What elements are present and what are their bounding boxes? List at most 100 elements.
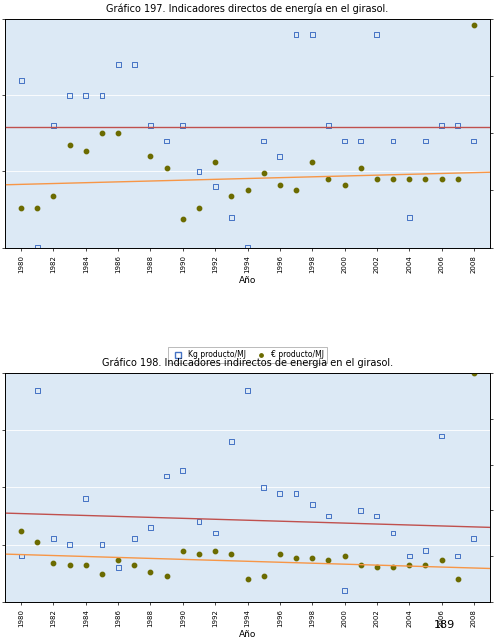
Point	[17, 525, 25, 536]
Point	[50, 534, 57, 544]
Point	[195, 548, 203, 559]
Point	[227, 212, 235, 222]
Point	[324, 556, 332, 566]
Point	[33, 243, 41, 253]
Point	[389, 174, 397, 184]
Point	[50, 557, 57, 568]
Point	[163, 572, 171, 582]
Point	[405, 551, 413, 561]
Point	[341, 585, 348, 595]
Point	[211, 546, 219, 556]
Point	[341, 180, 348, 190]
Point	[470, 136, 478, 146]
Point	[389, 528, 397, 538]
Point	[50, 121, 57, 131]
Point	[438, 174, 446, 184]
Point	[373, 511, 381, 521]
Point	[357, 136, 365, 146]
Point	[292, 186, 300, 196]
Point	[195, 166, 203, 177]
Point	[470, 20, 478, 30]
Point	[454, 174, 462, 184]
Point	[130, 60, 138, 70]
Point	[66, 90, 74, 100]
Point	[308, 157, 316, 167]
Text: 189: 189	[434, 620, 455, 630]
Point	[260, 572, 268, 582]
Point	[82, 493, 90, 504]
Point	[292, 553, 300, 563]
Point	[17, 202, 25, 212]
Point	[114, 562, 122, 572]
Point	[357, 163, 365, 173]
Point	[405, 174, 413, 184]
Point	[163, 136, 171, 146]
Point	[276, 180, 284, 190]
Point	[163, 471, 171, 481]
Point	[244, 243, 251, 253]
Point	[179, 121, 187, 131]
Point	[292, 29, 300, 40]
Point	[454, 121, 462, 131]
Point	[17, 75, 25, 85]
Point	[114, 128, 122, 138]
Point	[405, 212, 413, 222]
Point	[82, 560, 90, 570]
Point	[114, 556, 122, 566]
Point	[211, 182, 219, 192]
Point	[470, 534, 478, 544]
Point	[66, 140, 74, 150]
Point	[147, 522, 154, 532]
Point	[389, 562, 397, 572]
Point	[147, 121, 154, 131]
Point	[114, 60, 122, 70]
Point	[438, 121, 446, 131]
Point	[260, 136, 268, 146]
Point	[211, 528, 219, 538]
Point	[324, 174, 332, 184]
Point	[98, 569, 106, 579]
Point	[324, 121, 332, 131]
Point	[211, 157, 219, 167]
Point	[17, 551, 25, 561]
Point	[292, 488, 300, 498]
Point	[179, 214, 187, 224]
Point	[324, 511, 332, 521]
Point	[227, 548, 235, 559]
Point	[389, 136, 397, 146]
Title: Gráfico 197. Indicadores directos de energía en el girasol.: Gráfico 197. Indicadores directos de ene…	[106, 4, 389, 14]
Point	[82, 145, 90, 156]
Point	[421, 545, 429, 556]
X-axis label: Año: Año	[239, 630, 256, 639]
Point	[421, 174, 429, 184]
Point	[179, 546, 187, 556]
Point	[244, 186, 251, 196]
Point	[179, 465, 187, 476]
Point	[308, 499, 316, 509]
Point	[276, 488, 284, 498]
Point	[357, 505, 365, 515]
Point	[308, 29, 316, 40]
Point	[373, 29, 381, 40]
Point	[421, 136, 429, 146]
Point	[244, 573, 251, 584]
Point	[50, 191, 57, 202]
Point	[470, 368, 478, 378]
Point	[341, 551, 348, 561]
Point	[82, 90, 90, 100]
Point	[33, 202, 41, 212]
Point	[98, 128, 106, 138]
Point	[357, 560, 365, 570]
Point	[276, 151, 284, 161]
Point	[195, 202, 203, 212]
Point	[341, 136, 348, 146]
Point	[276, 548, 284, 559]
Point	[195, 516, 203, 527]
Point	[454, 551, 462, 561]
Point	[454, 573, 462, 584]
Point	[163, 163, 171, 173]
Point	[147, 567, 154, 577]
Point	[66, 540, 74, 550]
Point	[438, 431, 446, 441]
Point	[130, 534, 138, 544]
